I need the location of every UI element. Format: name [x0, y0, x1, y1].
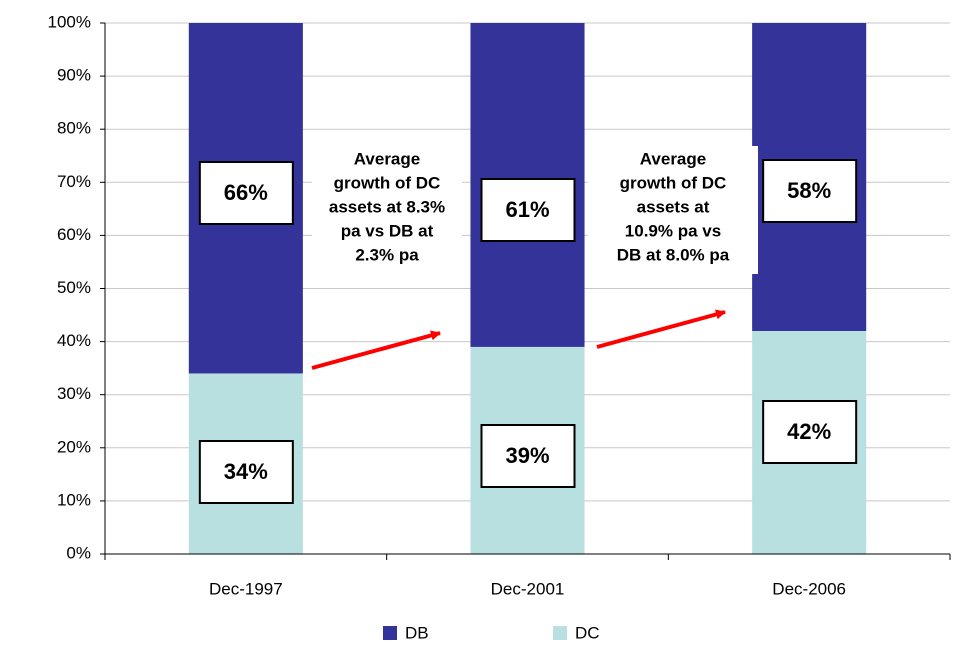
annotation-text: assets at: [637, 197, 710, 216]
y-tick-label: 30%: [57, 384, 91, 403]
annotation-text: pa vs DB at: [341, 221, 434, 240]
annotation-text: 10.9% pa vs: [625, 221, 721, 240]
y-tick-label: 20%: [57, 437, 91, 456]
x-tick-label: Dec-1997: [209, 579, 283, 598]
legend-label: DC: [575, 623, 600, 642]
value-label-box: [198, 161, 294, 225]
annotation-text: assets at 8.3%: [329, 197, 445, 216]
y-tick-label: 10%: [57, 490, 91, 509]
y-tick-label: 70%: [57, 172, 91, 191]
y-tick-label: 50%: [57, 278, 91, 297]
arrow: [311, 330, 441, 370]
value-label: 58%: [787, 178, 831, 203]
y-tick-label: 90%: [57, 66, 91, 85]
annotation-text: Average: [640, 149, 706, 168]
y-tick-label: 0%: [66, 543, 91, 562]
value-label-box: [480, 424, 576, 488]
x-tick-label: Dec-2006: [772, 579, 846, 598]
annotation-text: Average: [354, 149, 420, 168]
value-label: 42%: [787, 419, 831, 444]
value-label: 39%: [505, 443, 549, 468]
legend-label: DB: [405, 623, 429, 642]
value-label: 66%: [224, 180, 268, 205]
value-label-box: [762, 400, 858, 464]
x-tick-label: Dec-2001: [491, 579, 565, 598]
annotation-text: DB at 8.0% pa: [617, 245, 730, 264]
y-tick-label: 60%: [57, 225, 91, 244]
legend-swatch: [553, 626, 567, 640]
value-label-box: [480, 178, 576, 242]
legend-swatch: [383, 626, 397, 640]
y-tick-label: 40%: [57, 331, 91, 350]
value-label-box: [762, 159, 858, 223]
annotation-text: growth of DC: [334, 173, 441, 192]
y-tick-label: 80%: [57, 119, 91, 138]
arrow: [596, 309, 726, 349]
annotation-text: 2.3% pa: [355, 245, 419, 264]
annotation-text: growth of DC: [620, 173, 727, 192]
value-label-box: [198, 440, 294, 504]
annotation-box: [588, 146, 758, 274]
annotation-box: [312, 146, 462, 274]
value-label: 34%: [224, 459, 268, 484]
value-label: 61%: [505, 197, 549, 222]
y-tick-label: 100%: [48, 12, 91, 31]
